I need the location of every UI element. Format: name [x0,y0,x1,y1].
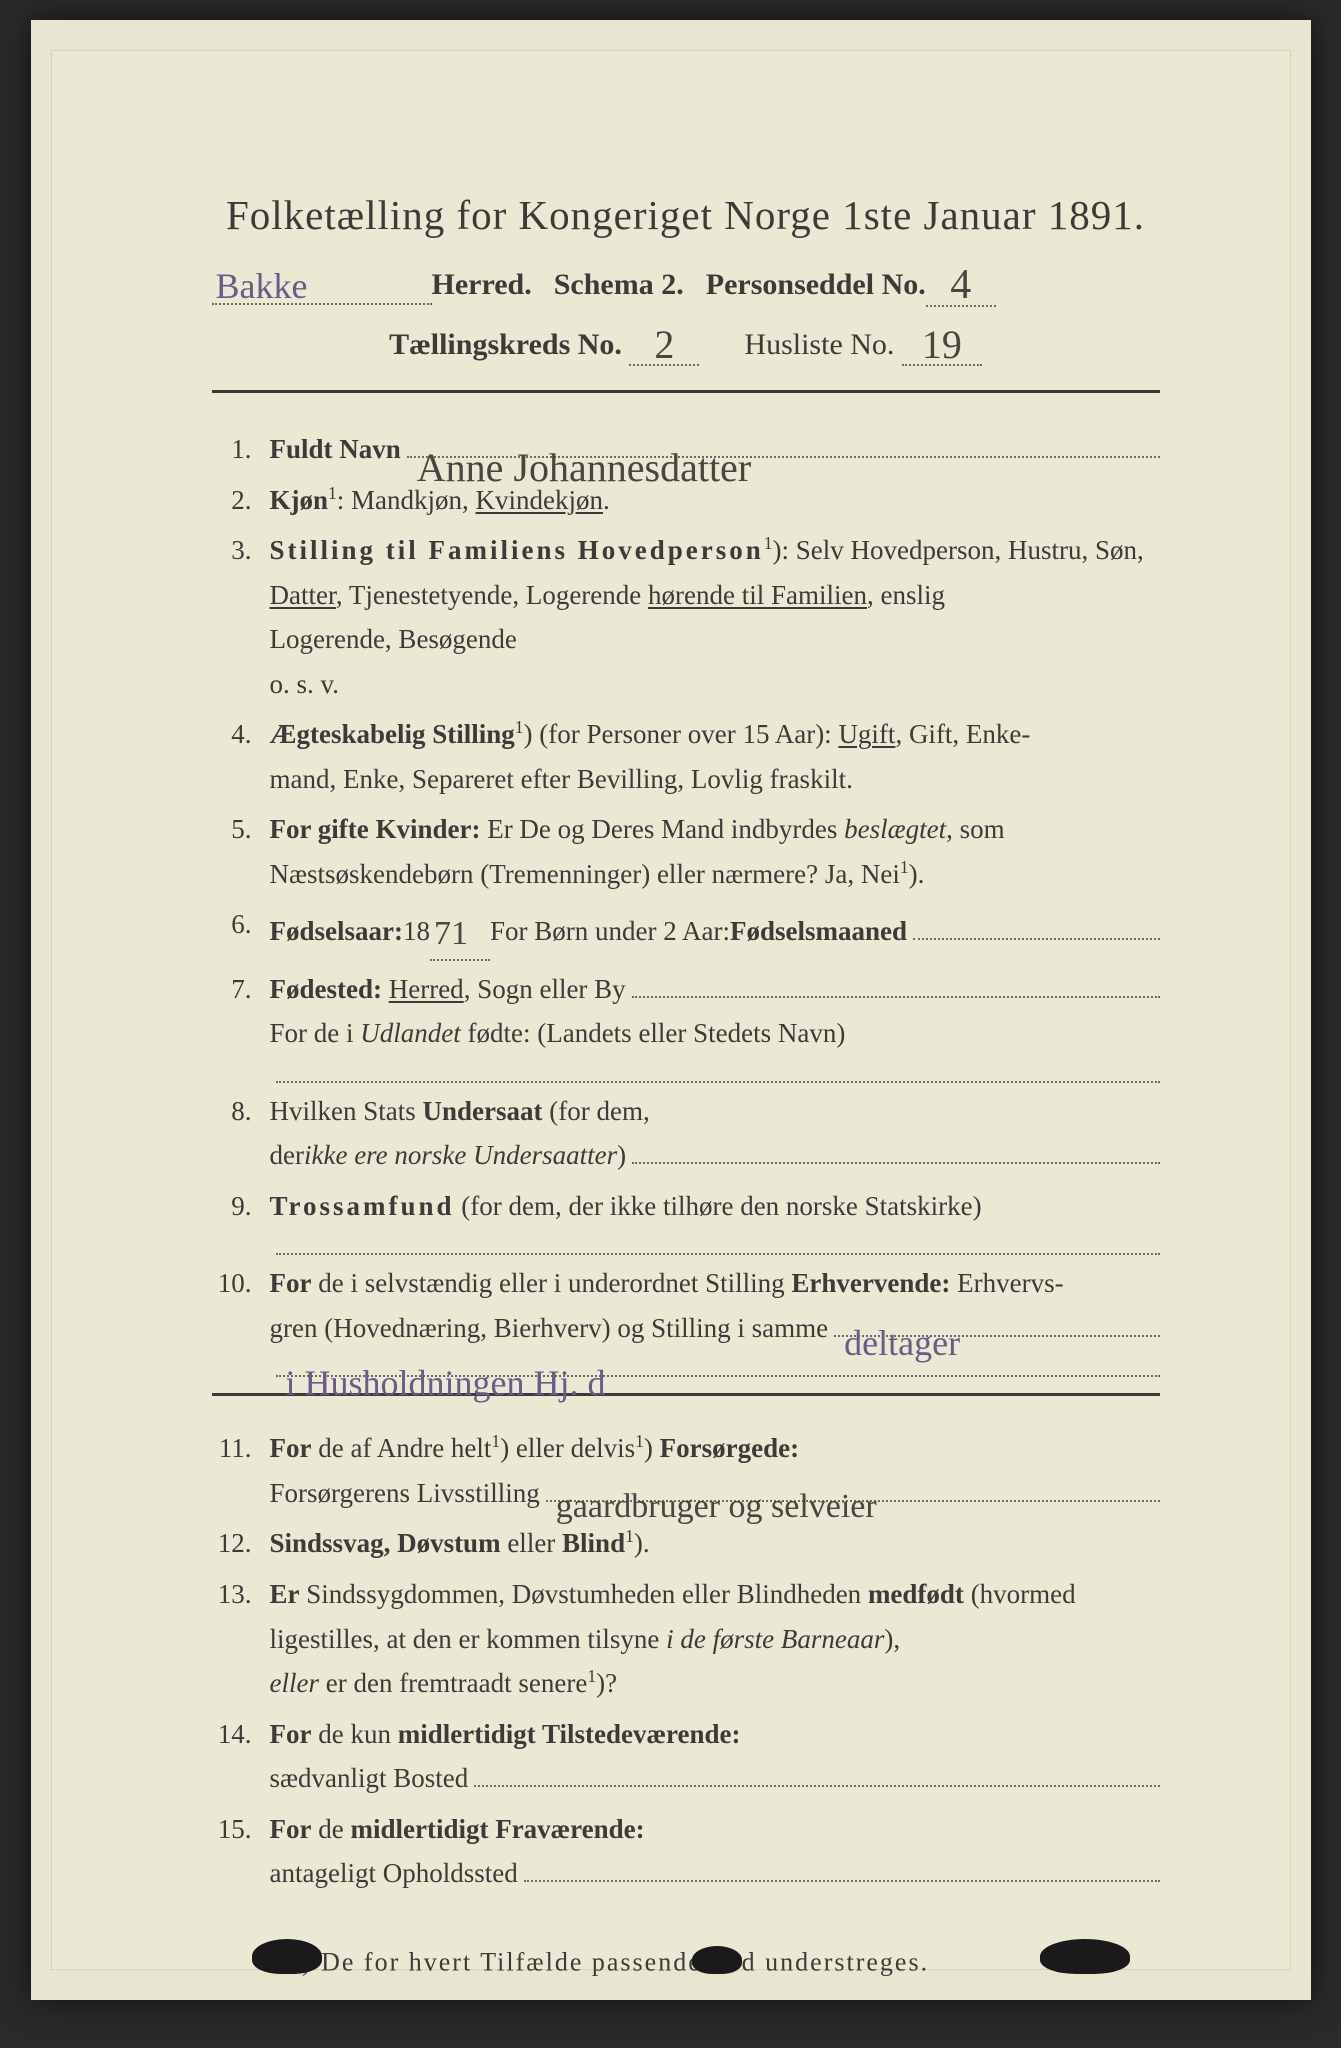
value-horende: hørende til Familien [648,580,867,610]
paper-sheet: Folketælling for Kongeriget Norge 1ste J… [51,50,1291,1970]
husliste-value: 19 [922,322,962,367]
item-3: 3. Stilling til Familiens Hovedperson1):… [212,528,1160,706]
label-trossamfund: Trossamfund [270,1191,455,1221]
value-provider: gaardbruger og selveier [556,1479,877,1502]
item-8: 8. Hvilken Stats Undersaat (for dem, der… [212,1089,1160,1178]
label-for-15: For [270,1814,312,1844]
num-10: 10. [212,1261,270,1377]
item-4: 4. Ægteskabelig Stilling1) (for Personer… [212,712,1160,801]
item-11: 11. For de af Andre helt1) eller delvis1… [212,1426,1160,1515]
num-8: 8. [212,1089,270,1178]
header-row-2: Tællingskreds No. 2 Husliste No. 19 [212,317,1160,366]
item-9: 9. Trossamfund (for dem, der ikke tilhør… [212,1184,1160,1256]
item-1: 1. Fuldt Navn Anne Johannesdatter [212,427,1160,472]
num-3: 3. [212,528,270,706]
value-occupation-1: deltager [844,1314,960,1337]
value-birthyear: 71 [434,915,468,952]
label-for-11: For [270,1433,312,1463]
num-5: 5. [212,807,270,896]
herred-value: Bakke [216,266,308,306]
husliste-label: Husliste No. [744,328,894,361]
item-10: 10. For de i selvstændig eller i underor… [212,1261,1160,1377]
item-13: 13. Er Sindssygdommen, Døvstumheden elle… [212,1572,1160,1706]
kreds-value: 2 [654,322,674,367]
divider-top [212,390,1160,393]
kreds-label: Tællingskreds No. [389,328,622,361]
label-sindssvag: Sindssvag, Døvstum [270,1528,501,1558]
num-13: 13. [212,1572,270,1706]
personseddel-value: 4 [950,262,971,308]
item-7: 7. Fødested: Herred, Sogn eller By For d… [212,967,1160,1083]
label-fodselsmaaned: Fødselsmaaned [730,909,907,954]
value-ugift: Ugift [838,719,895,749]
label-for-10: For [270,1268,312,1298]
num-6: 6. [212,902,270,960]
label-erhvervende: Erhvervende: [791,1268,950,1298]
label-fodested: Fødested: [270,967,382,1012]
personseddel-label: Personseddel No. [706,268,926,302]
num-14: 14. [212,1712,270,1801]
value-occupation-2: i Husholdningen Hj. d [286,1354,606,1377]
value-datter: Datter [270,580,336,610]
label-aegteskab: Ægteskabelig Stilling [270,719,515,749]
herred-label: Herred. [432,268,532,302]
label-kjon: Kjøn [270,485,329,515]
label-gifte-kvinder: For gifte Kvinder: [270,814,481,844]
num-2: 2. [212,478,270,523]
label-fodselsaar: Fødselsaar: [270,909,403,954]
item-14: 14. For de kun midlertidigt Tilstedevære… [212,1712,1160,1801]
item-6: 6. Fødselsaar: 1871 For Børn under 2 Aar… [212,902,1160,960]
label-for-14: For [270,1719,312,1749]
num-9: 9. [212,1184,270,1256]
label-undersaat: Undersaat [423,1096,543,1126]
num-15: 15. [212,1807,270,1896]
num-1: 1. [212,427,270,472]
schema-label: Schema 2. [554,268,684,302]
item-12: 12. Sindssvag, Døvstum eller Blind1). [212,1521,1160,1566]
label-stilling: Stilling til Familiens Hovedperson [270,535,764,565]
value-name: Anne Johannesdatter [417,435,751,458]
num-7: 7. [212,967,270,1083]
label-er: Er [270,1579,300,1609]
value-herred: Herred [389,967,464,1012]
form-content: Folketælling for Kongeriget Norge 1ste J… [52,51,1290,2038]
form-title: Folketælling for Kongeriget Norge 1ste J… [212,191,1160,239]
num-12: 12. [212,1521,270,1566]
label-medfodt: medfødt [868,1579,964,1609]
num-4: 4. [212,712,270,801]
num-11: 11. [212,1426,270,1515]
label-fravaerende: midlertidigt Fraværende: [350,1814,644,1844]
label-fuldt-navn: Fuldt Navn [270,427,401,472]
label-tilstede: midlertidigt Tilstedeværende: [398,1719,741,1749]
label-blind: Blind [562,1528,625,1558]
item-15: 15. For de midlertidigt Fraværende: anta… [212,1807,1160,1896]
header-row-1: Bakke Herred. Schema 2. Personseddel No.… [212,257,1160,307]
document-scan: Folketælling for Kongeriget Norge 1ste J… [31,20,1311,2000]
page-damage [52,1934,1290,1974]
label-forsorgede: Forsørgede: [660,1433,799,1463]
item-5: 5. For gifte Kvinder: Er De og Deres Man… [212,807,1160,896]
